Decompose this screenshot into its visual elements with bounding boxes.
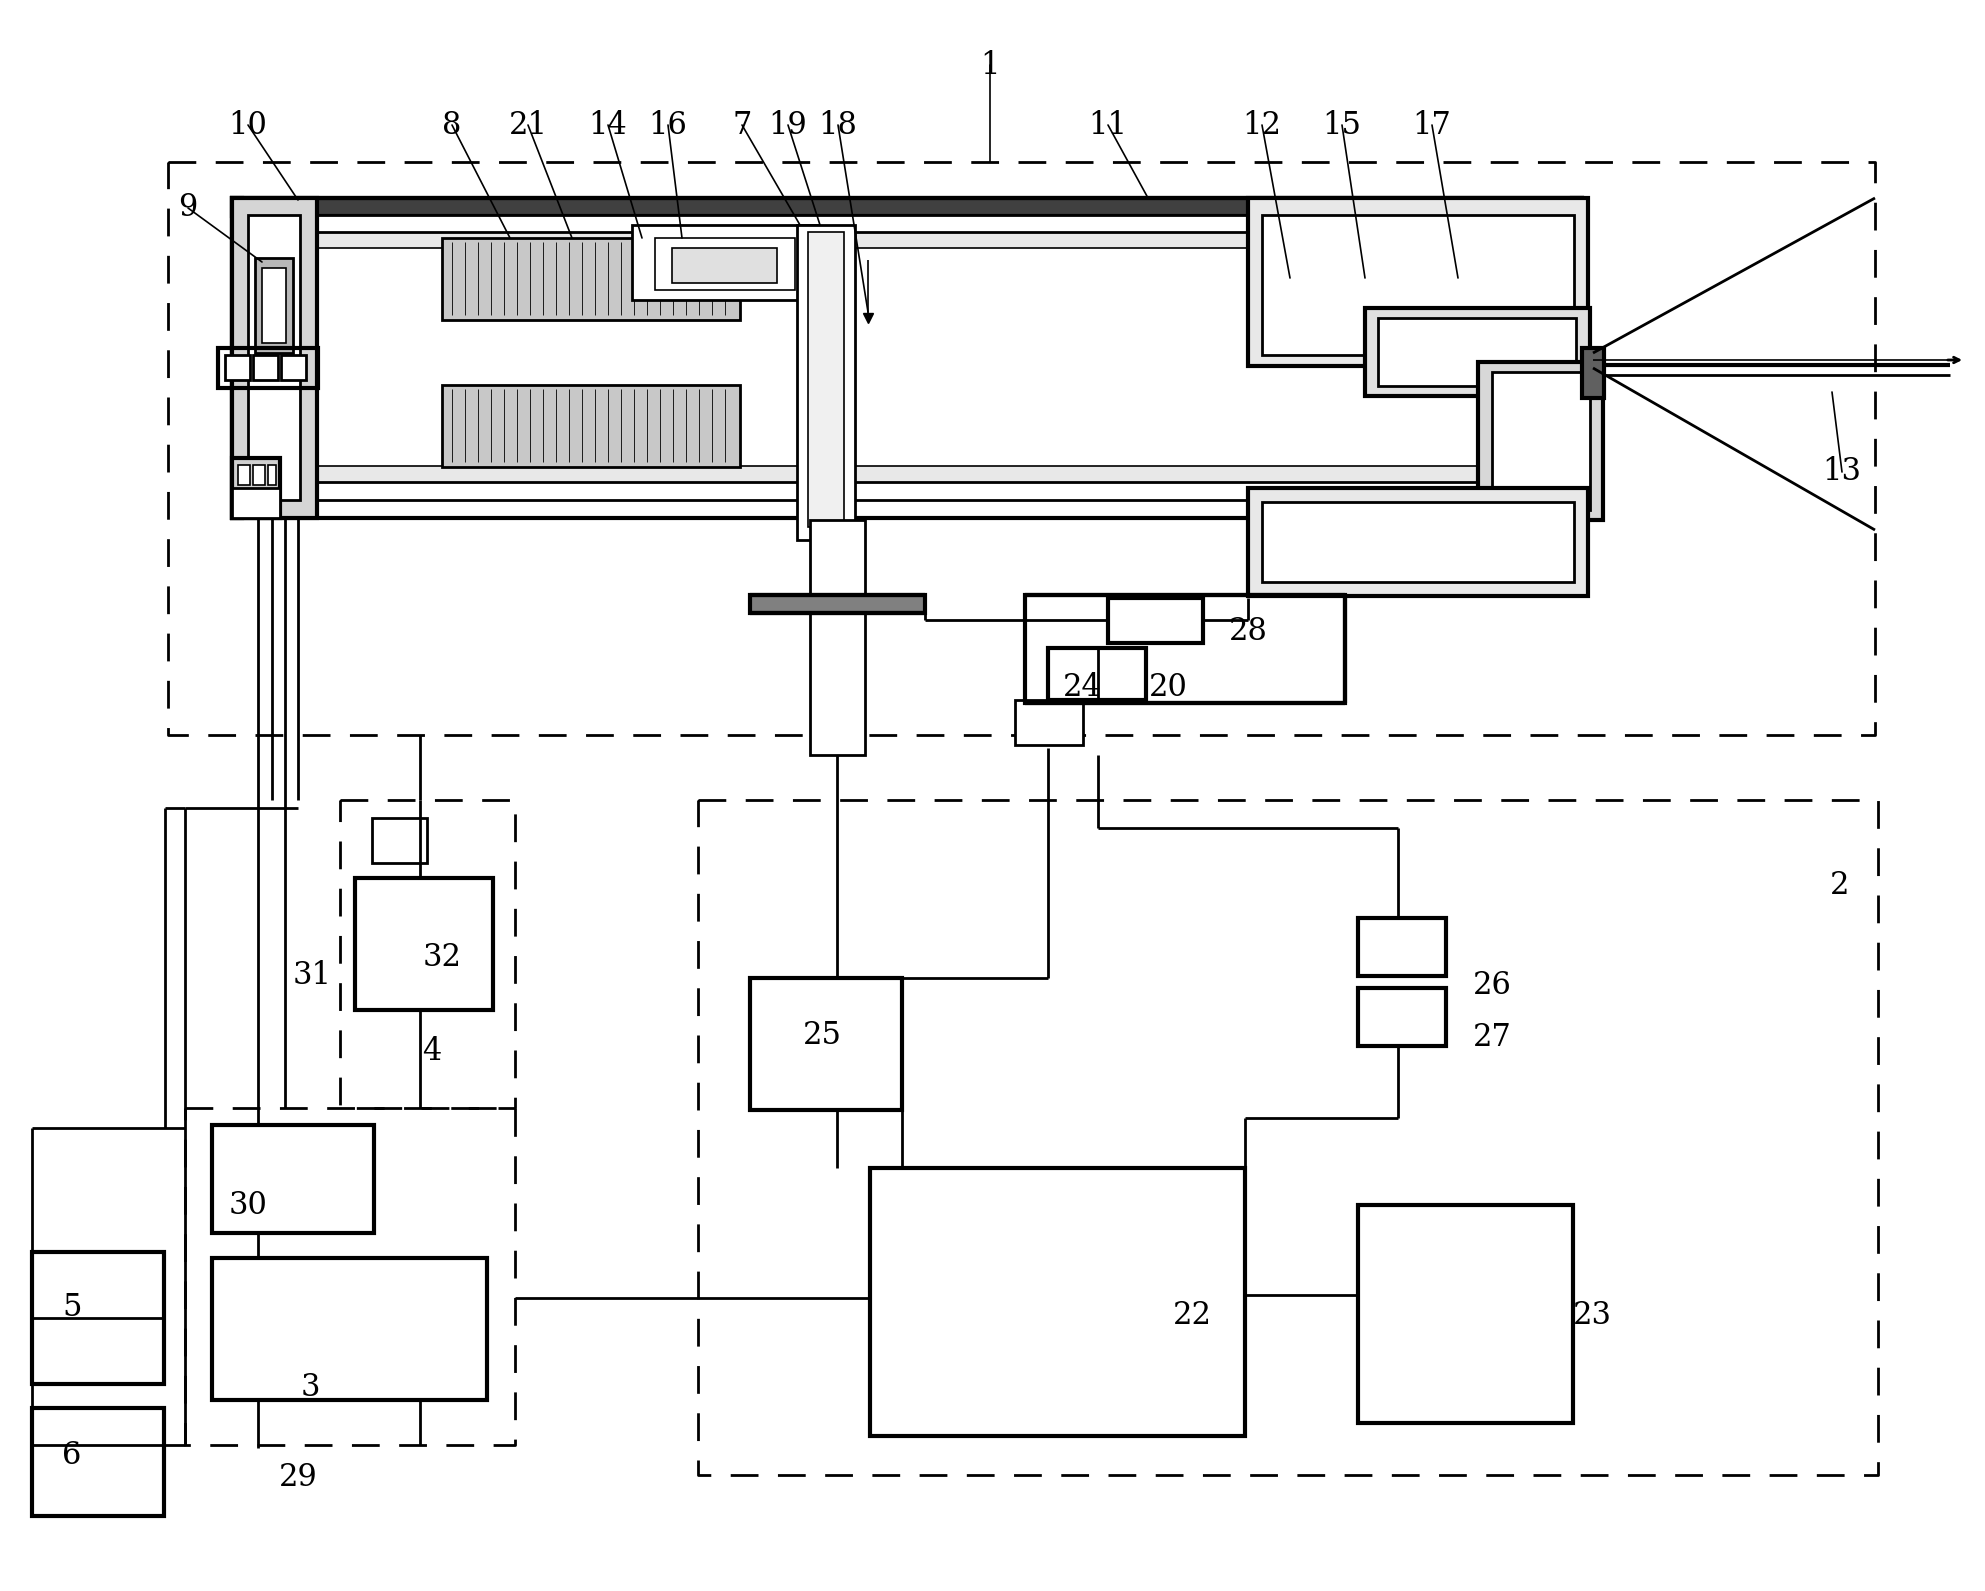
Bar <box>224 355 250 380</box>
Bar <box>655 239 796 290</box>
Bar <box>1108 598 1203 643</box>
Bar <box>232 197 318 519</box>
Bar <box>282 355 306 380</box>
Bar <box>443 239 740 320</box>
Text: 5: 5 <box>62 1292 81 1324</box>
Text: 13: 13 <box>1822 457 1862 487</box>
Text: 19: 19 <box>768 110 808 140</box>
Text: 24: 24 <box>1062 673 1102 703</box>
Bar <box>212 1258 486 1400</box>
Bar <box>1249 197 1588 366</box>
Bar <box>1249 488 1588 597</box>
Bar <box>1493 372 1590 511</box>
Bar <box>268 465 276 485</box>
Text: 20: 20 <box>1149 673 1187 703</box>
Bar <box>355 878 492 1010</box>
Text: 7: 7 <box>732 110 752 140</box>
Bar <box>1366 309 1590 396</box>
Text: 1: 1 <box>981 49 1000 81</box>
Text: 30: 30 <box>228 1190 268 1220</box>
Text: 16: 16 <box>649 110 687 140</box>
Bar <box>810 520 865 756</box>
Bar <box>238 465 250 485</box>
Bar <box>232 488 280 519</box>
Text: 14: 14 <box>590 110 627 140</box>
Bar <box>290 248 1524 466</box>
Bar <box>631 224 818 301</box>
Bar <box>443 385 740 468</box>
Bar <box>1582 348 1604 398</box>
Bar <box>1014 700 1084 745</box>
Bar <box>750 595 925 613</box>
Bar <box>32 1408 165 1516</box>
Bar <box>276 232 1538 482</box>
Bar <box>1262 503 1574 582</box>
Bar <box>232 197 1582 216</box>
Bar <box>798 224 856 539</box>
Text: 28: 28 <box>1229 616 1268 648</box>
Text: 23: 23 <box>1572 1300 1612 1330</box>
Text: 21: 21 <box>508 110 548 140</box>
Bar <box>232 458 280 519</box>
Bar <box>808 232 844 527</box>
Bar <box>1048 648 1145 700</box>
Text: 4: 4 <box>423 1036 441 1068</box>
Bar <box>248 215 300 500</box>
Text: 29: 29 <box>278 1462 318 1494</box>
Bar <box>258 215 1556 500</box>
Bar <box>1479 363 1604 520</box>
Bar <box>252 355 278 380</box>
Bar <box>1378 318 1576 387</box>
Text: 3: 3 <box>300 1373 320 1403</box>
Bar <box>1572 197 1582 519</box>
Bar <box>1262 215 1574 355</box>
Text: 11: 11 <box>1088 110 1127 140</box>
Text: 32: 32 <box>423 942 461 974</box>
Text: 9: 9 <box>179 193 199 223</box>
Bar <box>371 818 427 862</box>
Bar <box>750 978 901 1111</box>
Bar <box>1024 595 1346 703</box>
Bar <box>218 348 318 388</box>
Text: 25: 25 <box>802 1020 842 1050</box>
Bar <box>262 267 286 344</box>
Bar <box>869 1168 1245 1437</box>
Text: 26: 26 <box>1473 969 1511 1001</box>
Bar <box>232 197 1582 519</box>
Text: 18: 18 <box>818 110 858 140</box>
Bar <box>1358 988 1445 1045</box>
Text: 12: 12 <box>1243 110 1282 140</box>
Text: 10: 10 <box>228 110 268 140</box>
Bar <box>232 197 242 519</box>
Text: 22: 22 <box>1173 1300 1211 1330</box>
Bar <box>254 258 294 353</box>
Text: 8: 8 <box>443 110 463 140</box>
Text: 17: 17 <box>1413 110 1451 140</box>
Bar <box>252 465 266 485</box>
Text: 31: 31 <box>292 959 331 991</box>
Bar <box>212 1125 373 1233</box>
Bar <box>673 248 776 283</box>
Text: 27: 27 <box>1473 1023 1511 1053</box>
Bar <box>32 1252 165 1384</box>
Bar <box>1358 1204 1572 1422</box>
Text: 15: 15 <box>1322 110 1362 140</box>
Bar <box>1358 918 1445 975</box>
Text: 2: 2 <box>1830 870 1850 901</box>
Text: 6: 6 <box>62 1440 81 1470</box>
